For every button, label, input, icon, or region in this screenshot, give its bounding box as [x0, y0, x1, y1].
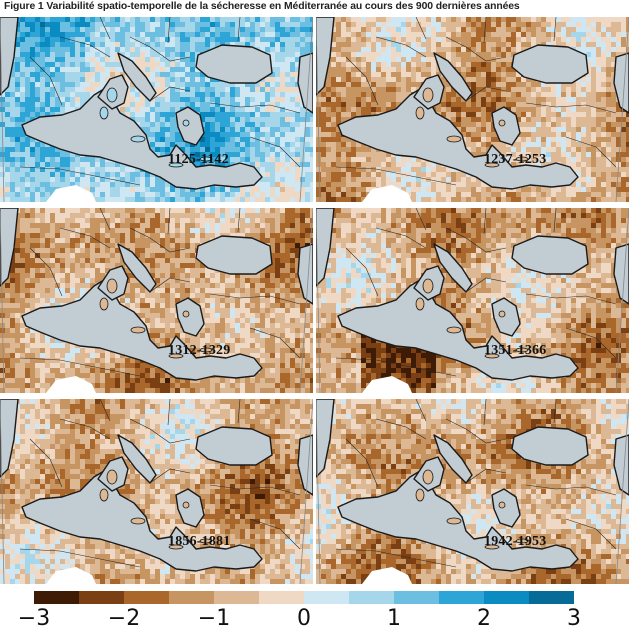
island [182, 119, 190, 127]
island [415, 297, 425, 311]
drought-map [0, 399, 313, 584]
country-borders [335, 208, 617, 377]
drought-map [316, 399, 629, 584]
island [99, 106, 109, 120]
colorbar-swatch [304, 591, 349, 604]
island [130, 135, 146, 143]
island [130, 517, 146, 525]
island [515, 156, 529, 162]
colorbar [34, 591, 574, 604]
colorbar-swatch [349, 591, 394, 604]
island [199, 156, 213, 162]
colorbar-swatch [34, 591, 79, 604]
colorbar-swatch [124, 591, 169, 604]
period-label: 1942-1953 [484, 534, 547, 549]
drought-map [0, 17, 313, 202]
island [106, 278, 118, 294]
colorbar-tick-label: 3 [567, 606, 581, 631]
colorbar-swatch [439, 591, 484, 604]
colorbar-tick-label: 0 [297, 606, 311, 631]
island [182, 501, 190, 509]
colorbar-swatch [259, 591, 304, 604]
no-data-area [46, 567, 96, 584]
island [498, 501, 506, 509]
island [422, 469, 434, 485]
colorbar-tick-label: −2 [107, 606, 141, 631]
island [168, 353, 184, 359]
country-borders [19, 17, 301, 186]
island [99, 488, 109, 502]
island [168, 544, 184, 550]
island [484, 353, 500, 359]
island [99, 297, 109, 311]
no-data-area [46, 185, 96, 202]
country-borders [19, 208, 301, 377]
drought-map [316, 17, 629, 202]
island [130, 326, 146, 334]
island [168, 162, 184, 168]
no-data-area [46, 376, 96, 393]
country-borders [19, 399, 301, 568]
figure-title: Figure 1 Variabilité spatio-temporelle d… [4, 1, 520, 12]
colorbar-swatch [529, 591, 574, 604]
island [415, 106, 425, 120]
colorbar-tick-label: 2 [477, 606, 491, 631]
island [515, 347, 529, 353]
map-panel-1856-1881: 1856-1881 [0, 399, 313, 584]
drought-map [0, 208, 313, 393]
map-panel-1237-1253: 1237-1253 [316, 17, 629, 202]
island [422, 87, 434, 103]
period-label: 1312-1329 [168, 343, 231, 358]
island [415, 488, 425, 502]
island [199, 347, 213, 353]
island [446, 135, 462, 143]
island [515, 538, 529, 544]
island [199, 538, 213, 544]
island [498, 119, 506, 127]
colorbar-tick-label: −3 [17, 606, 51, 631]
country-borders [335, 17, 617, 186]
colorbar-swatch [169, 591, 214, 604]
no-data-area [362, 376, 412, 393]
island [484, 162, 500, 168]
period-label: 1237-1253 [484, 152, 547, 167]
country-borders [335, 399, 617, 568]
colorbar-swatch [394, 591, 439, 604]
drought-map [316, 208, 629, 393]
island [106, 87, 118, 103]
colorbar-tick-label: −1 [197, 606, 231, 631]
map-panel-1942-1953: 1942-1953 [316, 399, 629, 584]
island [182, 310, 190, 318]
colorbar-swatch [214, 591, 259, 604]
period-label: 1125-1142 [168, 152, 229, 167]
island [484, 544, 500, 550]
no-data-area [362, 567, 412, 584]
colorbar-swatch [79, 591, 124, 604]
island [446, 517, 462, 525]
map-panel-1125-1142: 1125-1142 [0, 17, 313, 202]
period-label: 1856-1881 [168, 534, 231, 549]
island [498, 310, 506, 318]
island [446, 326, 462, 334]
colorbar-tick-label: 1 [387, 606, 401, 631]
island [106, 469, 118, 485]
map-panel-1312-1329: 1312-1329 [0, 208, 313, 393]
colorbar-swatch [484, 591, 529, 604]
map-grid: 1125-1142 1237-1253 1312-1329 1351-1366 … [0, 17, 629, 584]
island [422, 278, 434, 294]
map-panel-1351-1366: 1351-1366 [316, 208, 629, 393]
period-label: 1351-1366 [484, 343, 547, 358]
no-data-area [362, 185, 412, 202]
